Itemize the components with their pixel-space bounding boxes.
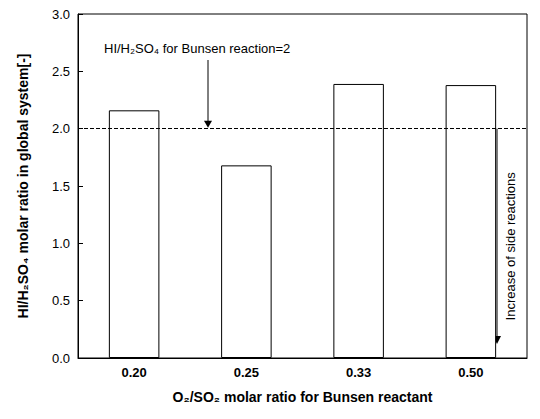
svg-text:2.0: 2.0 — [52, 121, 70, 136]
svg-text:1.0: 1.0 — [52, 236, 70, 251]
svg-text:3.0: 3.0 — [52, 7, 70, 22]
svg-text:1.5: 1.5 — [52, 179, 70, 194]
svg-text:0.50: 0.50 — [458, 365, 483, 380]
svg-text:HI/H₂SO₄ for Bunsen reaction=2: HI/H₂SO₄ for Bunsen reaction=2 — [104, 41, 290, 56]
svg-text:0.33: 0.33 — [346, 365, 371, 380]
svg-text:O₂/SO₂ molar ratio for Bunsen: O₂/SO₂ molar ratio for Bunsen reactant — [173, 389, 433, 405]
svg-text:0.5: 0.5 — [52, 293, 70, 308]
svg-text:2.5: 2.5 — [52, 64, 70, 79]
svg-text:0.25: 0.25 — [234, 365, 259, 380]
svg-text:0.0: 0.0 — [52, 351, 70, 366]
svg-text:HI/H₂SO₄ molar ratio in global: HI/H₂SO₄ molar ratio in global system[-] — [15, 54, 31, 319]
svg-text:0.20: 0.20 — [121, 365, 146, 380]
svg-text:Increase of side reactions: Increase of side reactions — [503, 172, 518, 321]
